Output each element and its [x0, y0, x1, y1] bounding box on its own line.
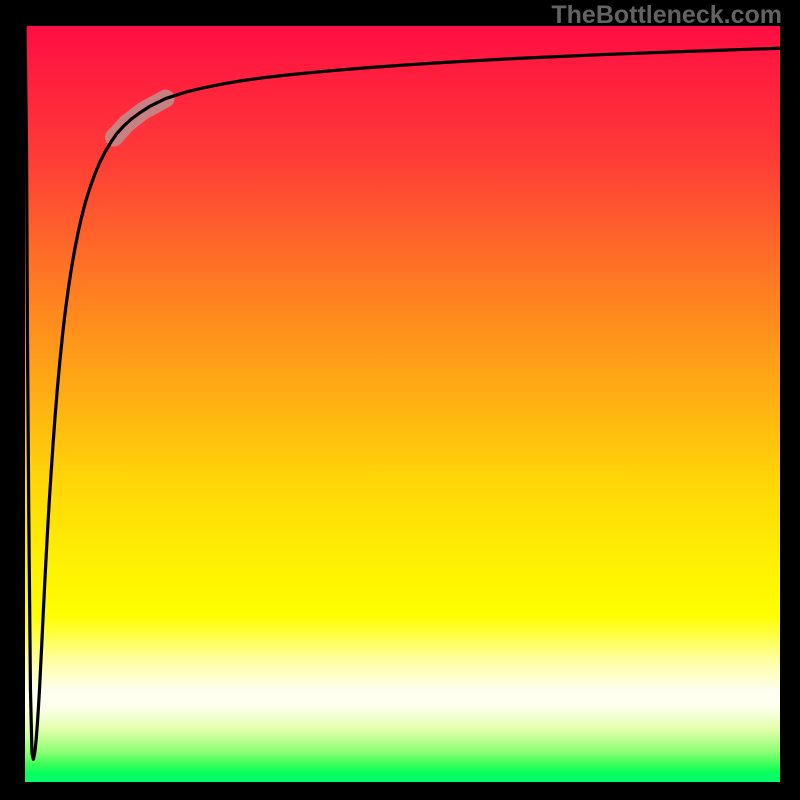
gradient-background: [25, 26, 780, 782]
figure-root: TheBottleneck.com: [0, 0, 800, 800]
plot-area: [25, 26, 780, 782]
watermark-text: TheBottleneck.com: [551, 1, 782, 30]
